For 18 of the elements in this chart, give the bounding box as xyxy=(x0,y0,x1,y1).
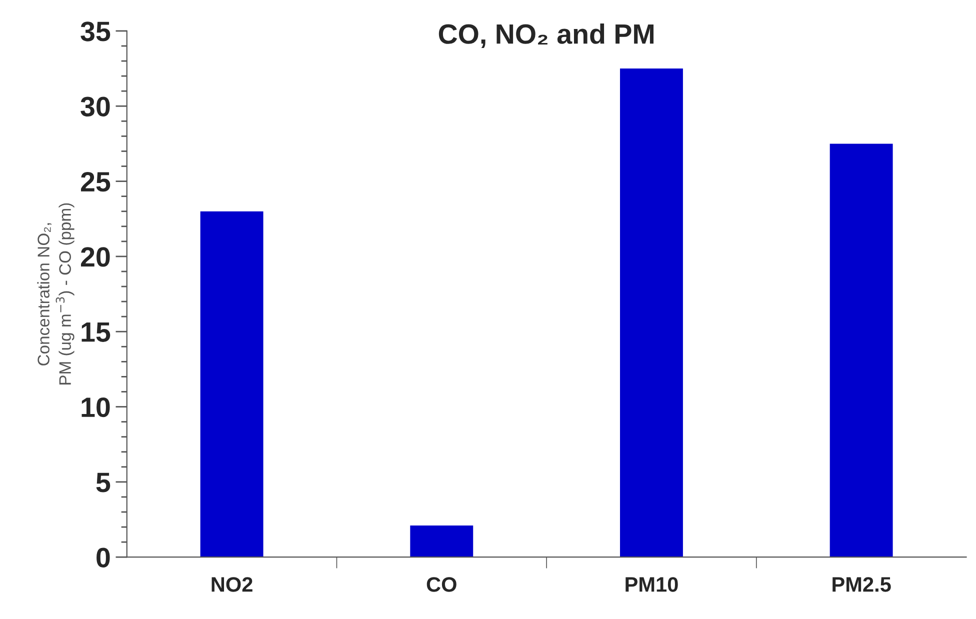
y-tick-label: 30 xyxy=(80,96,110,116)
y-axis-title: Concentration NO₂, PM (ug m$^{−3}$) - CO (ppm) xyxy=(37,203,74,384)
bar xyxy=(410,526,474,558)
chart-title: CO, NO₂ and PM xyxy=(438,24,654,48)
y-tick-label: 25 xyxy=(80,172,110,192)
bar xyxy=(830,144,893,558)
y-tick-label: 0 xyxy=(96,548,110,568)
y-tick-label: 5 xyxy=(96,472,110,492)
y-tick-label: 10 xyxy=(82,397,110,418)
y-tick-label: 20 xyxy=(80,247,110,267)
x-tick-label: NO2 xyxy=(212,577,252,592)
x-tick-label: CO xyxy=(426,577,456,592)
x-tick-label: PM10 xyxy=(626,577,678,592)
y-tick-label: 35 xyxy=(80,22,110,42)
x-tick-label: PM2.5 xyxy=(832,577,891,592)
bar xyxy=(200,211,264,558)
y-tick-label: 15 xyxy=(82,322,110,342)
bar xyxy=(620,68,683,558)
